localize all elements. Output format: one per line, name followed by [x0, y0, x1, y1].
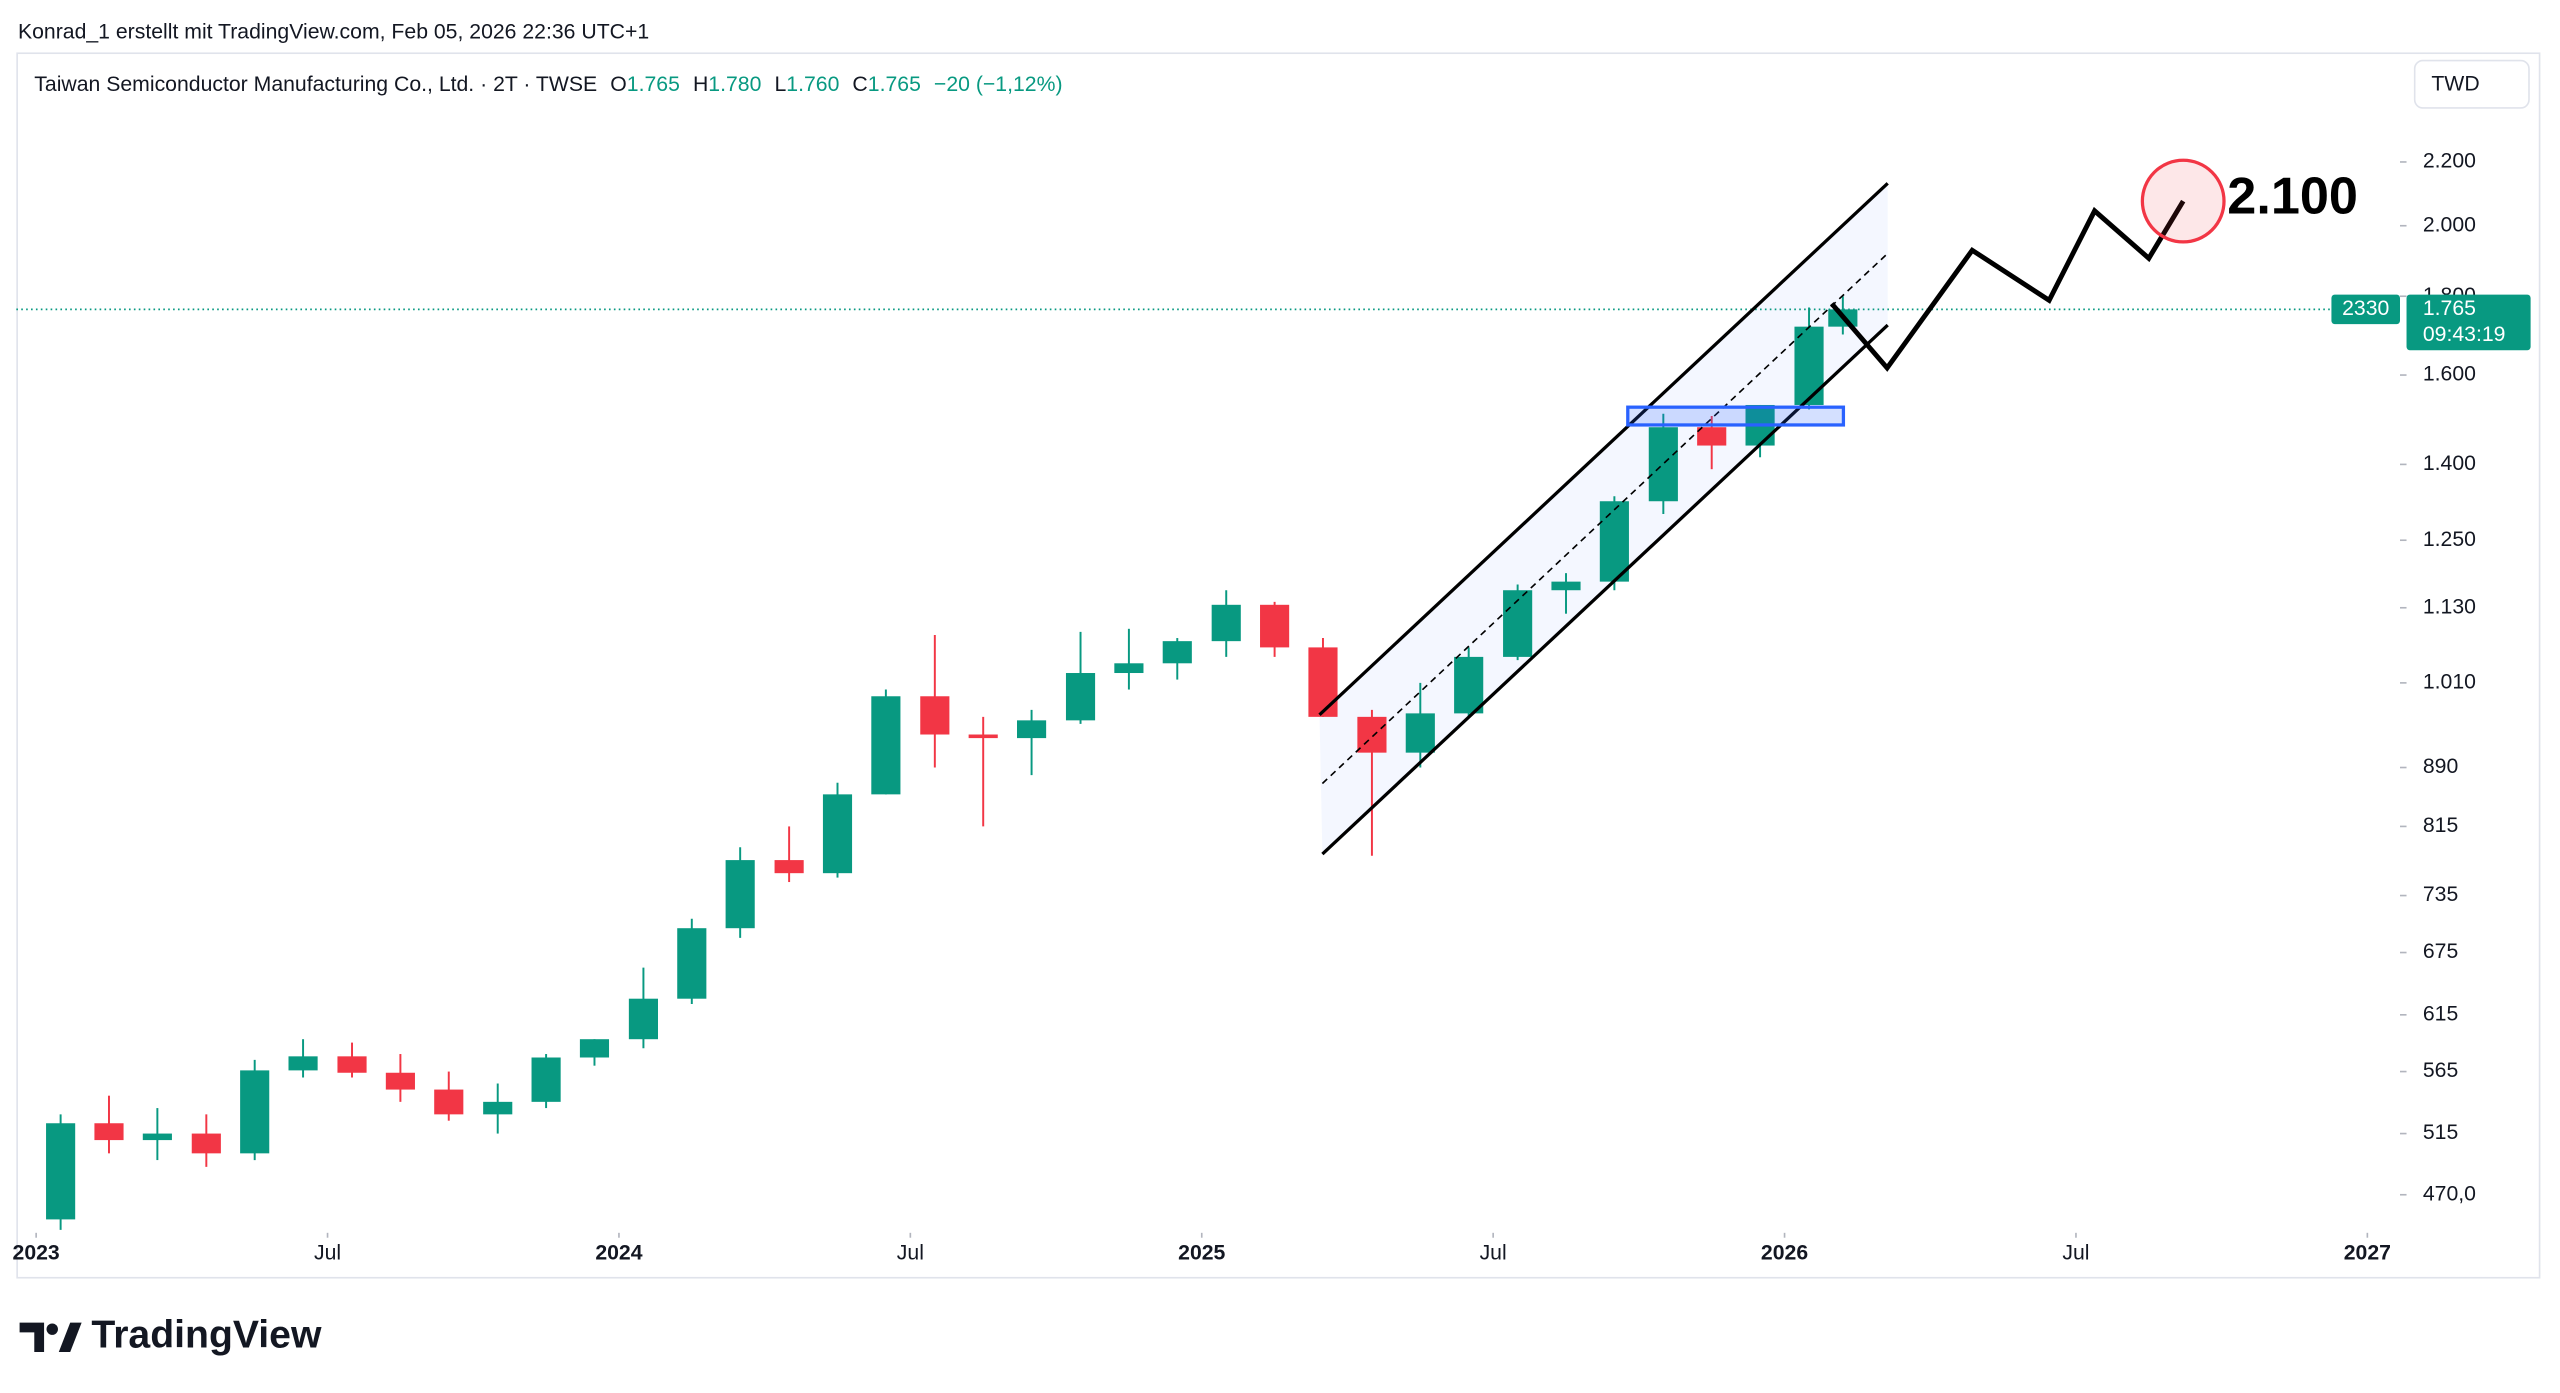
candle-body — [774, 860, 804, 874]
ohlc-value: 1.760 — [786, 73, 839, 96]
y-tick-label: 1.130 — [2423, 595, 2476, 618]
candle-body — [1551, 581, 1581, 591]
candle-body — [1405, 713, 1435, 753]
ohlc-key: H — [693, 73, 708, 96]
y-tick-label: 675 — [2423, 940, 2458, 963]
x-tick-label: Jul — [2062, 1242, 2089, 1265]
currency: TWD — [2431, 73, 2479, 96]
channel-upper — [1318, 182, 1889, 716]
ohlc-key: C — [852, 73, 867, 96]
candle-body — [191, 1133, 221, 1154]
y-tick-label: 2.200 — [2423, 150, 2476, 173]
projection-path — [1829, 199, 2186, 372]
channel-middle — [1321, 252, 1889, 785]
credit: Konrad_1 erstellt mit TradingView.com, F… — [18, 20, 649, 43]
ohlc-value: 1.765 — [627, 73, 680, 96]
candle-body — [1308, 647, 1338, 717]
symbol-label: 2330 — [2342, 297, 2389, 320]
symbol-title: Taiwan Semiconductor Manufacturing Co., … — [34, 73, 1062, 96]
y-tick-label: 815 — [2423, 814, 2458, 837]
candle-body — [1065, 673, 1096, 721]
y-tick-label: 515 — [2423, 1121, 2458, 1144]
candle-body — [725, 860, 755, 929]
y-tick-label: 1.600 — [2423, 363, 2476, 386]
y-tick-label: 735 — [2423, 883, 2458, 906]
x-tick-label: Jul — [897, 1242, 924, 1265]
y-tick-label: 470,0 — [2423, 1182, 2476, 1205]
candle-body — [385, 1072, 415, 1090]
candle-body — [1260, 604, 1290, 648]
candle-body — [434, 1089, 464, 1115]
y-tick-label: 1.400 — [2423, 452, 2476, 475]
candle-body — [483, 1101, 513, 1115]
x-tick-label: Jul — [1480, 1242, 1507, 1265]
legend: Taiwan Semiconductor Manufacturing Co., … — [34, 73, 1062, 96]
candle-body — [1794, 326, 1824, 405]
candle-body — [1599, 501, 1629, 582]
countdown-label: 09:43:19 — [2423, 323, 2506, 346]
brand-logo — [19, 1322, 82, 1353]
candle-body — [142, 1133, 172, 1141]
candle-body — [628, 998, 658, 1040]
y-tick-label: 890 — [2423, 755, 2458, 778]
candle-body — [579, 1039, 610, 1058]
title: Taiwan Semiconductor Manufacturing Co., … — [34, 73, 597, 96]
target-label: 2.100 — [2227, 167, 2358, 225]
channel-lower — [1321, 323, 1889, 856]
plot-area: 470,0 515 565 615 675 735 815 890 1.010 1.130 1.25… — [13, 150, 2531, 1265]
candle-body — [94, 1123, 124, 1141]
candle-body — [1162, 641, 1192, 664]
candle-body — [1114, 663, 1144, 674]
candle-body — [46, 1123, 76, 1220]
x-tick-label: 2023 — [13, 1242, 60, 1265]
y-tick-label: 2.000 — [2423, 213, 2476, 236]
y-tick-label: 615 — [2423, 1002, 2458, 1025]
candle-body — [1697, 427, 1727, 446]
candle-body — [677, 928, 707, 999]
ohlc-value: 1.780 — [708, 73, 761, 96]
candle-body — [920, 696, 950, 735]
x-tick-label: 2027 — [2344, 1242, 2391, 1265]
candle-body — [968, 734, 998, 739]
x-tick-label: 2024 — [595, 1242, 642, 1265]
candle-body — [337, 1056, 367, 1073]
brand: TradingView — [91, 1314, 322, 1357]
candle-body — [1017, 720, 1047, 739]
ohlc-value: 1.765 — [868, 73, 921, 96]
y-tick-label: 1.250 — [2423, 528, 2476, 551]
x-tick-label: Jul — [314, 1242, 341, 1265]
symbol-tag — [2331, 294, 2400, 325]
currency-button[interactable] — [2413, 59, 2530, 109]
candle-body — [288, 1056, 318, 1071]
x-tick-label: 2026 — [1761, 1242, 1808, 1265]
candle-body — [1454, 656, 1484, 714]
candle-body — [240, 1070, 270, 1154]
y-tick-label: 1.010 — [2423, 670, 2476, 693]
y-tick-label: 565 — [2423, 1059, 2458, 1082]
candle-body — [1211, 604, 1241, 642]
ohlc-key: O — [610, 73, 627, 96]
change: −20 (−1,12%) — [934, 73, 1063, 96]
x-tick-label: 2025 — [1178, 1242, 1225, 1265]
candle-body — [1357, 716, 1387, 753]
price-label: 1.765 — [2423, 297, 2476, 320]
pane-border — [16, 52, 2541, 1279]
candle-body — [871, 696, 901, 795]
candle-body — [531, 1057, 561, 1102]
zone — [1626, 405, 1846, 427]
candle-body — [822, 794, 853, 874]
price-tag — [2406, 294, 2531, 351]
target-circle — [2140, 158, 2226, 244]
ohlc-key: L — [774, 73, 786, 96]
candle-body — [1648, 427, 1678, 502]
